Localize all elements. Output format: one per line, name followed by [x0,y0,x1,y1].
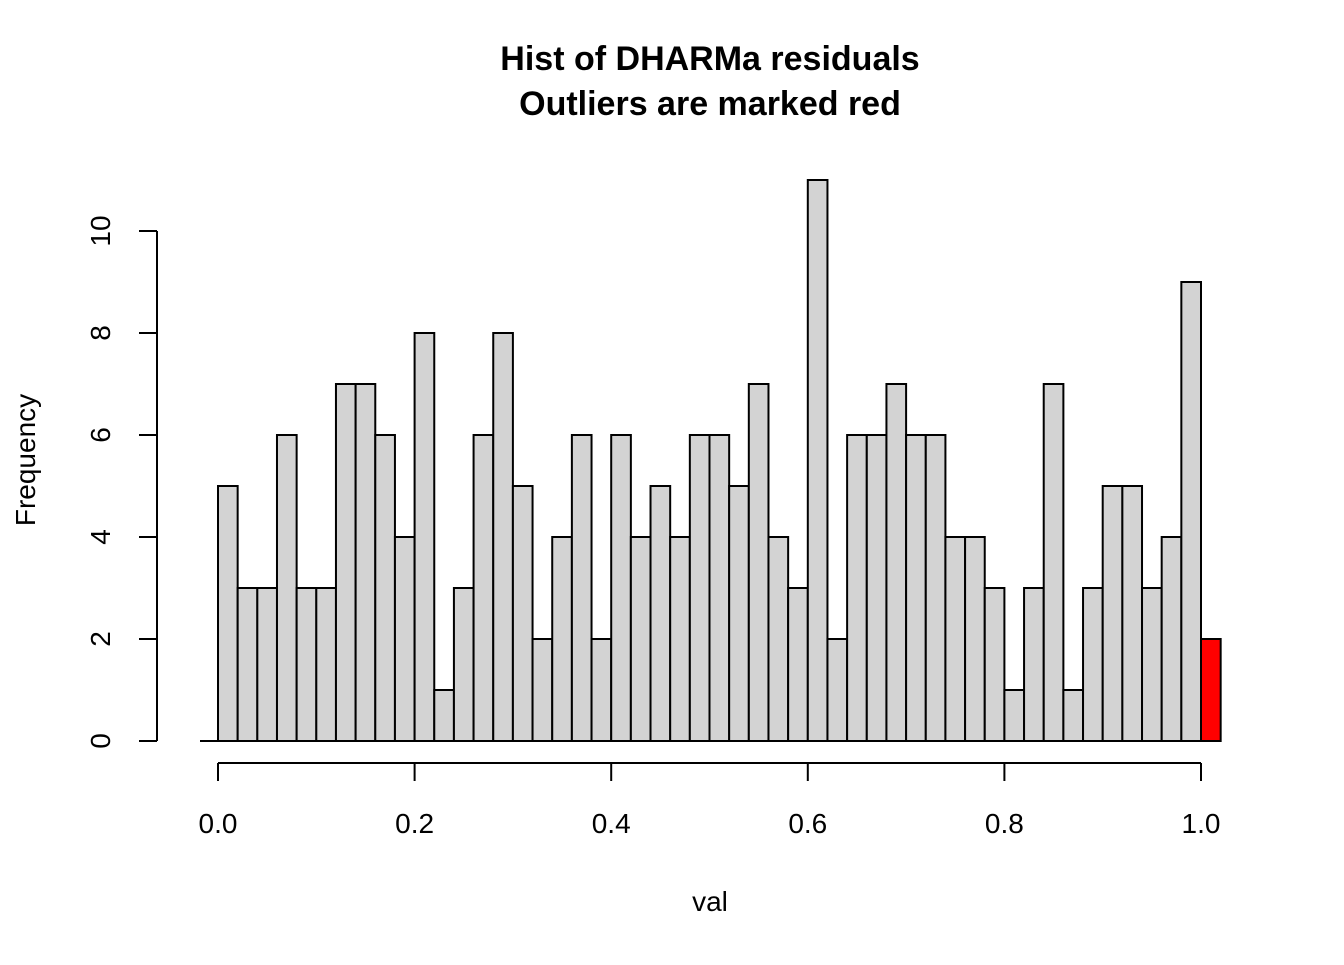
histogram-bar [747,383,770,742]
histogram-bar [1042,383,1065,742]
histogram-bar [492,332,514,742]
histogram-bar [1121,485,1144,742]
x-tick-label: 0.6 [788,808,827,839]
y-axis: 0 2 4 6 8 10 [85,215,158,749]
histogram-bar [511,485,534,742]
histogram-bar [944,536,967,742]
x-tick-label: 1.0 [1182,808,1221,839]
histogram-bar [374,434,396,742]
histogram-bars [200,179,1222,742]
histogram-bar [354,383,377,742]
histogram-bar [217,485,239,742]
histogram-bar [295,587,318,742]
histogram-bar [551,536,573,742]
histogram-bar [688,434,711,742]
histogram-bar [1023,587,1045,742]
x-tick-label: 0.2 [395,808,434,839]
histogram-bar [1082,587,1104,742]
histogram-bar [826,638,849,742]
histogram-bar [256,587,278,742]
x-tick-label: 0.0 [199,808,238,839]
histogram-bar [865,434,888,742]
histogram-bar [708,434,731,742]
histogram-bar [452,587,475,742]
histogram-bar [413,332,436,742]
y-tick-label: 8 [85,325,116,341]
x-axis: 0.0 0.2 0.4 0.6 0.8 1.0 [199,762,1221,839]
histogram-bar [1003,689,1026,742]
histogram-bar [983,587,1006,742]
histogram-bar [334,383,357,742]
histogram-bar [315,587,337,742]
histogram-bar [610,434,632,742]
histogram-bar [1180,281,1202,742]
histogram-bar [669,536,691,742]
chart-title-line-2: Outliers are marked red [519,85,901,123]
histogram-bar [629,536,652,742]
histogram-bar [767,536,790,742]
histogram-bar [275,434,298,742]
histogram-bar [964,536,986,742]
y-axis-label: Frequency [10,394,41,526]
histogram-bar [806,179,829,742]
outlier-bar [1200,638,1222,742]
histogram-bar [728,485,750,742]
y-tick-label: 4 [85,529,116,545]
histogram-bar [433,689,455,742]
histogram-bar [1141,587,1163,742]
histogram-bar [570,434,593,742]
histogram-bar [846,434,868,742]
y-tick-label: 0 [85,733,116,749]
y-tick-label: 6 [85,427,116,443]
histogram-bar [787,587,809,742]
histogram-bar [393,536,416,742]
y-tick-label: 10 [85,215,116,246]
histogram-bar [885,383,908,742]
histogram-bar [649,485,672,742]
x-axis-label: val [692,886,728,917]
chart-title-line-1: Hist of DHARMa residuals [500,40,919,78]
y-tick-label: 2 [85,631,116,647]
histogram-bar [531,638,554,742]
histogram-bar [924,434,947,742]
histogram-bar [1160,536,1183,742]
histogram-bar [236,587,259,742]
histogram-bar [590,638,613,742]
histogram-bar [1062,689,1085,742]
histogram-bar [472,434,495,742]
x-tick-label: 0.4 [592,808,631,839]
x-tick-label: 0.8 [985,808,1024,839]
histogram-bar [1101,485,1124,742]
histogram-bar [905,434,927,742]
